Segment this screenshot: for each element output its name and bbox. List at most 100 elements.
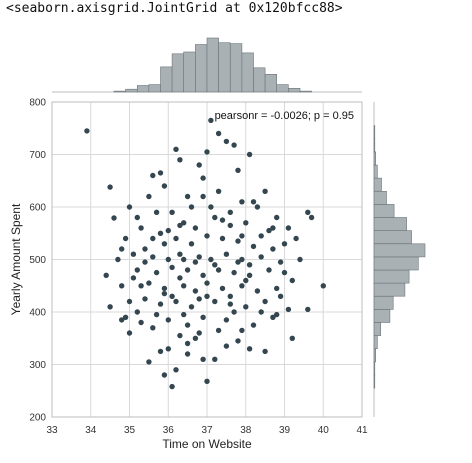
right-hist-bar [373, 125, 376, 139]
y-tick-labels: 200 300 400 500 600 700 800 [29, 98, 46, 424]
scatter-point [157, 230, 164, 236]
scatter-point [200, 272, 206, 278]
scatter-point [173, 298, 179, 305]
scatter-point [157, 301, 164, 307]
scatter-point [239, 327, 245, 334]
scatter-point [204, 293, 210, 299]
scatter-point [223, 343, 230, 349]
scatter-point [119, 246, 125, 252]
scatter-point [297, 256, 303, 263]
scatter-point [231, 309, 237, 315]
scatter-point [196, 254, 202, 260]
scatter-point [134, 214, 140, 221]
x-tick-labels: 33 34 35 36 37 38 39 40 41 [46, 425, 368, 436]
scatter-point [157, 348, 164, 355]
scatter-point [223, 138, 230, 145]
y-tick-label: 700 [29, 150, 46, 161]
scatter-point [212, 298, 218, 305]
scatter-point [231, 142, 237, 148]
top-hist-bar [276, 84, 289, 93]
scatter-point [119, 317, 125, 323]
scatter-point [274, 311, 280, 318]
scatter-point [243, 277, 249, 284]
scatter-point [219, 217, 226, 223]
scatter-point [254, 288, 261, 294]
scatter-point [215, 327, 222, 334]
scatter-point [134, 267, 140, 273]
scatter-point [246, 272, 253, 278]
scatter-point [246, 262, 253, 268]
right-hist-bar [373, 322, 381, 336]
scatter-point [212, 356, 218, 362]
scatter-point [246, 151, 253, 158]
x-tick-label: 39 [279, 425, 291, 436]
scatter-point [200, 175, 206, 181]
scatter-point [184, 351, 191, 357]
scatter-point [184, 267, 191, 273]
right-hist-bar [373, 269, 410, 284]
top-hist-bar [171, 53, 185, 93]
scatter-point [305, 209, 311, 215]
top-hist-bar [160, 66, 173, 93]
marginal-y-histogram [373, 102, 426, 417]
scatter-point [204, 149, 210, 155]
scatter-point [192, 335, 199, 341]
scatter-point [142, 296, 148, 302]
scatter-point [262, 188, 268, 194]
scatter-point [200, 356, 206, 362]
y-tick-label: 200 [29, 413, 46, 424]
top-hist-bar [218, 42, 231, 93]
scatter-point [227, 293, 233, 299]
scatter-point [173, 235, 179, 242]
scatter-point [196, 330, 202, 336]
right-hist-bar [373, 164, 378, 179]
scatter-point [235, 238, 241, 244]
right-hist-bar [373, 256, 419, 271]
scatter-point [134, 309, 140, 315]
scatter-point [258, 254, 264, 260]
scatter-point [227, 222, 233, 229]
scatter-point [181, 220, 187, 226]
scatter-point [138, 319, 144, 326]
y-tick-label: 600 [29, 203, 46, 214]
scatter-point [246, 346, 253, 352]
scatter-point [157, 170, 164, 176]
scatter-point [165, 227, 171, 234]
x-tick-label: 41 [356, 425, 368, 436]
scatter-points [84, 117, 326, 390]
scatter-point [161, 290, 168, 297]
right-hist-bar [373, 282, 406, 297]
scatter-point [169, 209, 175, 215]
scatter-point [84, 128, 90, 134]
scatter-point [150, 172, 156, 179]
scatter-point [204, 280, 210, 286]
scatter-point [150, 325, 156, 331]
scatter-point [146, 193, 152, 200]
scatter-point [196, 162, 202, 168]
scatter-point [165, 346, 171, 352]
scatter-point [262, 298, 268, 305]
scatter-point [243, 304, 249, 310]
scatter-point [184, 340, 191, 347]
scatter-point [239, 199, 245, 205]
scatter-point [219, 285, 226, 292]
scatter-point [285, 225, 292, 231]
scatter-point [153, 269, 160, 276]
right-hist-bar [373, 217, 407, 231]
x-tick-label: 35 [124, 425, 136, 436]
scatter-point [277, 293, 284, 299]
scatter-point [208, 204, 214, 210]
scatter-point [200, 193, 206, 200]
top-hist-bar [125, 88, 138, 93]
scatter-point [138, 283, 144, 289]
scatter-point [239, 256, 245, 263]
right-hist-bar [373, 243, 426, 258]
top-hist-bar [264, 74, 278, 93]
top-hist-bar [113, 90, 126, 93]
scatter-point [150, 235, 156, 242]
scatter-point [126, 204, 133, 210]
right-hist-bar [373, 138, 376, 153]
top-hist-bar [288, 88, 301, 93]
right-hist-bar [373, 348, 377, 363]
